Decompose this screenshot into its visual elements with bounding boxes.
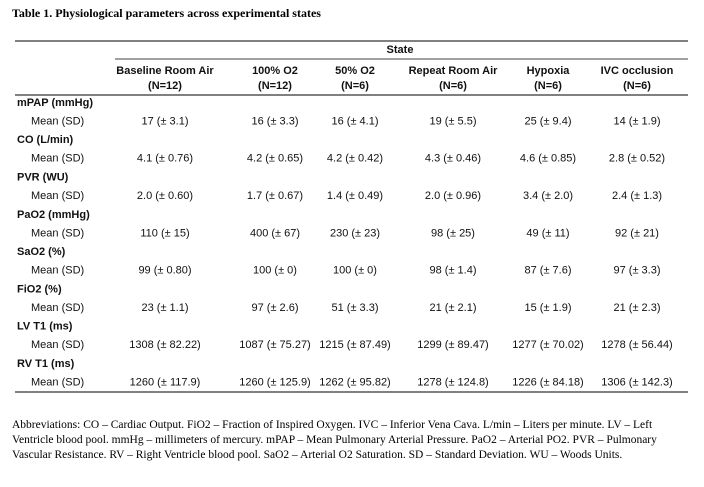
column-n: (N=12) xyxy=(148,80,182,92)
row-label: Mean (SD) xyxy=(31,265,84,277)
cell: 1260 (± 117.9) xyxy=(130,377,201,389)
cell: 1306 (± 142.3) xyxy=(601,377,672,389)
row-label: Mean (SD) xyxy=(31,227,84,239)
table-title: Table 1. Physiological parameters across… xyxy=(12,6,321,20)
group-label: PaO2 (mmHg) xyxy=(17,209,90,221)
column-n: (N=12) xyxy=(258,80,292,92)
column-header: IVC occlusion xyxy=(601,65,674,77)
column-header: 50% O2 xyxy=(335,65,375,77)
cell: 14 (± 1.9) xyxy=(613,115,660,127)
column-header: 100% O2 xyxy=(252,65,298,77)
group-label: CO (L/min) xyxy=(17,134,74,146)
cell: 1308 (± 82.22) xyxy=(129,339,200,351)
cell: 97 (± 2.6) xyxy=(251,302,298,314)
cell: 98 (± 1.4) xyxy=(429,265,476,277)
cell: 99 (± 0.80) xyxy=(138,265,191,277)
cell: 87 (± 7.6) xyxy=(524,265,571,277)
row-label: Mean (SD) xyxy=(31,302,84,314)
cell: 4.1 (± 0.76) xyxy=(137,153,193,165)
cell: 4.2 (± 0.65) xyxy=(247,153,303,165)
group-label: RV T1 (ms) xyxy=(17,358,75,370)
cell: 1.4 (± 0.49) xyxy=(327,190,383,202)
cell: 1262 (± 95.82) xyxy=(319,377,390,389)
cell: 15 (± 1.9) xyxy=(524,302,571,314)
cell: 100 (± 0) xyxy=(253,265,297,277)
column-n: (N=6) xyxy=(534,80,562,92)
group-label: LV T1 (ms) xyxy=(17,321,73,333)
cell: 21 (± 2.1) xyxy=(429,302,476,314)
cell: 92 (± 21) xyxy=(615,227,659,239)
cell: 25 (± 9.4) xyxy=(524,115,571,127)
column-n: (N=6) xyxy=(341,80,369,92)
group-label: PVR (WU) xyxy=(17,172,69,184)
cell: 51 (± 3.3) xyxy=(331,302,378,314)
group-label: SaO2 (%) xyxy=(17,246,66,258)
group-label: mPAP (mmHg) xyxy=(17,97,93,109)
cell: 1260 (± 125.9) xyxy=(239,377,310,389)
table: State Baseline Room Air (N=12) 100% O2 (N=1… xyxy=(15,40,688,393)
cell: 2.8 (± 0.52) xyxy=(609,153,665,165)
cell: 1278 (± 56.44) xyxy=(601,339,672,351)
cell: 1277 (± 70.02) xyxy=(512,339,583,351)
cell: 1087 (± 75.27) xyxy=(239,339,310,351)
cell: 100 (± 0) xyxy=(333,265,377,277)
cell: 110 (± 15) xyxy=(140,227,189,239)
cell: 230 (± 23) xyxy=(330,227,380,239)
group-header: State xyxy=(387,44,414,56)
row-label: Mean (SD) xyxy=(31,339,84,351)
group-label: FiO2 (%) xyxy=(17,283,62,295)
cell: 1299 (± 89.47) xyxy=(417,339,488,351)
cell: 17 (± 3.1) xyxy=(141,115,188,127)
cell: 3.4 (± 2.0) xyxy=(523,190,573,202)
cell: 4.6 (± 0.85) xyxy=(520,153,576,165)
cell: 1215 (± 87.49) xyxy=(319,339,390,351)
cell: 2.0 (± 0.60) xyxy=(137,190,193,202)
cell: 16 (± 4.1) xyxy=(331,115,378,127)
cell: 98 (± 25) xyxy=(431,227,475,239)
footnote: Abbreviations: CO – Cardiac Output. FiO2… xyxy=(12,419,657,461)
cell: 16 (± 3.3) xyxy=(251,115,298,127)
cell: 4.3 (± 0.46) xyxy=(425,153,481,165)
cell: 2.0 (± 0.96) xyxy=(425,190,481,202)
column-header: Hypoxia xyxy=(527,65,571,77)
cell: 49 (± 11) xyxy=(526,227,569,239)
cell: 1278 (± 124.8) xyxy=(417,377,488,389)
column-n: (N=6) xyxy=(623,80,651,92)
cell: 1.7 (± 0.67) xyxy=(247,190,303,202)
cell: 400 (± 67) xyxy=(250,227,300,239)
cell: 23 (± 1.1) xyxy=(141,302,188,314)
cell: 19 (± 5.5) xyxy=(429,115,476,127)
column-n: (N=6) xyxy=(439,80,467,92)
row-label: Mean (SD) xyxy=(31,190,84,202)
cell: 97 (± 3.3) xyxy=(613,265,660,277)
cell: 4.2 (± 0.42) xyxy=(327,153,383,165)
column-header: Repeat Room Air xyxy=(409,65,499,77)
row-label: Mean (SD) xyxy=(31,153,84,165)
cell: 21 (± 2.3) xyxy=(613,302,660,314)
cell: 1226 (± 84.18) xyxy=(512,377,583,389)
row-label: Mean (SD) xyxy=(31,377,84,389)
column-header: Baseline Room Air xyxy=(116,65,214,77)
cell: 2.4 (± 1.3) xyxy=(612,190,662,202)
row-label: Mean (SD) xyxy=(31,115,84,127)
